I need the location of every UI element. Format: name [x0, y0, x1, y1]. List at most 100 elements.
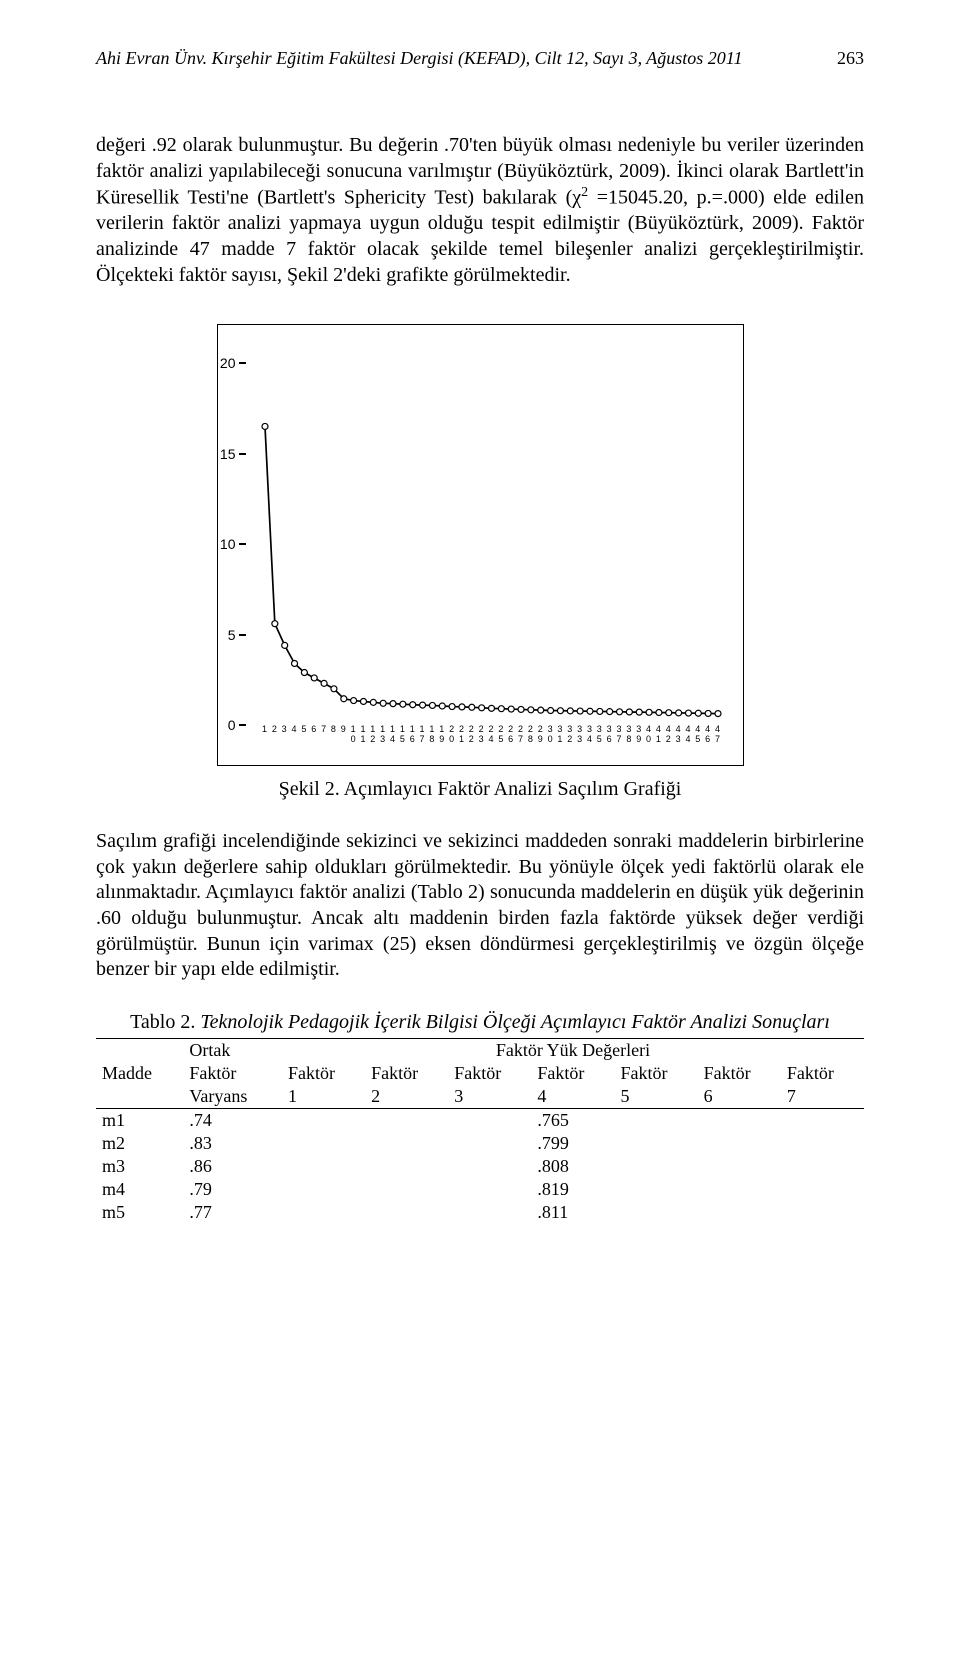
scree-marker [262, 424, 268, 430]
scree-marker [439, 703, 445, 709]
x-tick-label: 7 [319, 725, 329, 735]
scree-marker [380, 701, 386, 707]
th-sub8: 7 [781, 1085, 864, 1109]
x-tick-label: 43 [673, 725, 683, 745]
x-tick-label: 25 [496, 725, 506, 745]
scree-marker [705, 711, 711, 717]
journal-citation: Ahi Evran Ünv. Kırşehir Eğitim Fakültesi… [96, 48, 742, 68]
th-faktor7: Faktör [781, 1062, 864, 1085]
scree-marker [577, 708, 583, 714]
scree-marker [429, 703, 435, 709]
table-row: m5.77 .811 [96, 1201, 864, 1224]
scree-marker [715, 711, 721, 717]
x-tick-label: 13 [378, 725, 388, 745]
x-tick-label: 1 [260, 725, 270, 735]
cell-common-variance: .74 [183, 1108, 282, 1132]
x-tick-label: 41 [653, 725, 663, 745]
cell-factor-loading [781, 1155, 864, 1178]
scree-marker [655, 710, 661, 716]
cell-factor-loading [781, 1108, 864, 1132]
scree-line [265, 427, 718, 714]
x-tick-label: 44 [683, 725, 693, 745]
page-number: 263 [837, 48, 864, 69]
scree-marker [527, 707, 533, 713]
x-tick-label: 11 [358, 725, 368, 745]
cell-factor-loading [615, 1201, 698, 1224]
th-sub5: 4 [531, 1085, 614, 1109]
cell-factor-loading [365, 1155, 448, 1178]
cell-item: m3 [96, 1155, 183, 1178]
cell-factor-loading [698, 1201, 781, 1224]
paragraph-2: Saçılım grafiği incelendiğinde sekizinci… [96, 829, 864, 983]
scree-marker [646, 710, 652, 716]
cell-item: m4 [96, 1178, 183, 1201]
scree-marker [321, 681, 327, 687]
scree-marker [626, 709, 632, 715]
cell-factor-loading [282, 1178, 365, 1201]
cell-factor-loading [282, 1201, 365, 1224]
cell-item: m5 [96, 1201, 183, 1224]
scree-marker [557, 708, 563, 714]
scree-marker [695, 710, 701, 716]
y-axis-ticks: 05101520 [218, 325, 260, 765]
cell-factor-loading: .811 [531, 1201, 614, 1224]
y-tick-mark [239, 634, 246, 636]
cell-common-variance: .77 [183, 1201, 282, 1224]
scree-marker [390, 701, 396, 707]
x-tick-label: 8 [328, 725, 338, 735]
cell-factor-loading: .799 [531, 1132, 614, 1155]
scree-marker [547, 708, 553, 714]
table-caption-prefix: Tablo 2. [130, 1011, 200, 1033]
scree-marker [281, 643, 287, 649]
x-tick-label: 16 [407, 725, 417, 745]
scree-marker [271, 621, 277, 627]
y-tick-label: 10 [220, 536, 236, 552]
cell-factor-loading [282, 1108, 365, 1132]
scree-marker [409, 702, 415, 708]
scree-marker [606, 709, 612, 715]
scree-marker [586, 708, 592, 714]
x-tick-label: 28 [525, 725, 535, 745]
cell-item: m1 [96, 1108, 183, 1132]
cell-factor-loading [365, 1108, 448, 1132]
scree-marker [370, 700, 376, 706]
x-tick-label: 32 [565, 725, 575, 745]
x-tick-label: 38 [624, 725, 634, 745]
x-tick-label: 12 [368, 725, 378, 745]
cell-factor-loading [615, 1132, 698, 1155]
th-madde: Madde [96, 1062, 183, 1085]
scree-marker [488, 706, 494, 712]
th-sub3: 2 [365, 1085, 448, 1109]
x-tick-label: 3 [279, 725, 289, 735]
x-tick-label: 4 [289, 725, 299, 735]
th-factor-loadings: Faktör Yük Değerleri [282, 1038, 864, 1062]
cell-factor-loading [365, 1178, 448, 1201]
cell-factor-loading [698, 1132, 781, 1155]
scree-marker [311, 675, 317, 681]
x-axis-ticks: 1234567891011121314151617181920212223242… [260, 725, 723, 759]
scree-marker [360, 699, 366, 705]
cell-factor-loading [698, 1178, 781, 1201]
scree-marker [350, 698, 356, 704]
th-sub0 [96, 1085, 183, 1109]
x-tick-label: 33 [575, 725, 585, 745]
table-row: m4.79.819 [96, 1178, 864, 1201]
th-faktor6: Faktör [698, 1062, 781, 1085]
scree-marker [596, 709, 602, 715]
scree-marker [537, 707, 543, 713]
th-faktor1: Faktör [282, 1062, 365, 1085]
running-header: Ahi Evran Ünv. Kırşehir Eğitim Fakültesi… [96, 48, 864, 69]
factor-analysis-table: Ortak Faktör Yük Değerleri Madde Faktör … [96, 1038, 864, 1224]
cell-factor-loading [448, 1132, 531, 1155]
x-tick-label: 27 [516, 725, 526, 745]
x-tick-label: 21 [456, 725, 466, 745]
x-tick-label: 47 [713, 725, 723, 745]
cell-item: m2 [96, 1132, 183, 1155]
scree-marker [399, 701, 405, 707]
x-tick-label: 42 [663, 725, 673, 745]
cell-factor-loading [448, 1155, 531, 1178]
x-tick-label: 34 [584, 725, 594, 745]
x-tick-label: 2 [269, 725, 279, 735]
x-tick-label: 24 [486, 725, 496, 745]
x-tick-label: 20 [447, 725, 457, 745]
